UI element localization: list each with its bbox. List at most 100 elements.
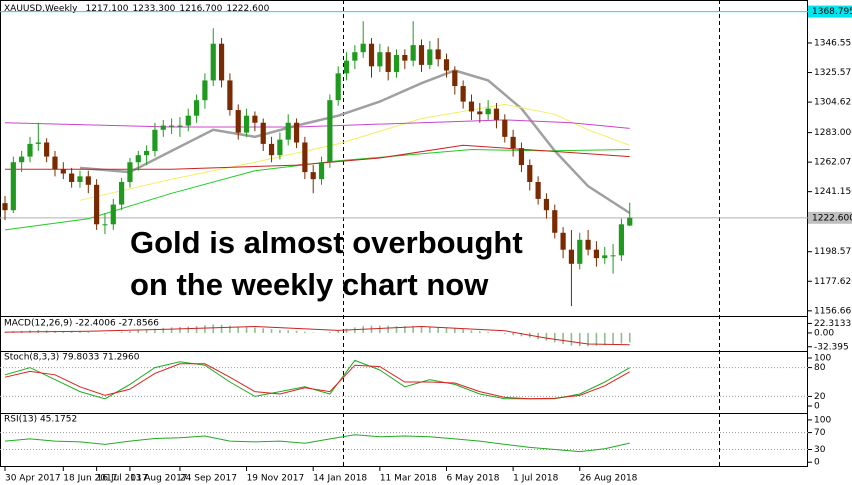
x-tick-label: 24 Sep 2017 (180, 474, 237, 484)
indicator-line (4, 363, 630, 400)
candle-body (593, 249, 600, 259)
candle-body (177, 125, 183, 127)
candle-body (310, 172, 316, 180)
candle-body (518, 148, 525, 166)
candle-body (10, 162, 16, 211)
level-label-box (808, 5, 852, 18)
price-label: 1222.600 (812, 213, 852, 223)
candle-body (210, 43, 216, 81)
candle-body (527, 165, 533, 182)
candle-body (85, 176, 91, 185)
candle-body (443, 59, 450, 71)
candle-body (94, 184, 100, 225)
candle-body (427, 49, 433, 65)
candle-body (560, 232, 566, 250)
candle-body (385, 52, 391, 72)
y-tick-label: 1241.150 (814, 187, 852, 197)
indicator-line (4, 325, 630, 346)
candle-body (368, 43, 375, 67)
candle-body (343, 60, 350, 74)
candle-body (402, 55, 408, 61)
x-tick-label: 30 Apr 2017 (5, 474, 61, 484)
y-tick-label: 1156.665 (814, 306, 852, 316)
candle-body (227, 80, 233, 111)
y-tick-label: 70 (814, 428, 826, 438)
annotation: on the weekly chart now (130, 267, 489, 302)
indicator-label: RSI(13) 45.1752 (4, 415, 77, 425)
candle-body (119, 181, 125, 205)
candle-body (510, 136, 516, 149)
candle-body (435, 49, 441, 60)
candle-body (618, 224, 625, 256)
candle-body (485, 108, 491, 115)
frame (0, 0, 808, 467)
candle-body (568, 249, 575, 264)
candle-body (360, 43, 366, 53)
candle-body (377, 52, 383, 67)
candle-body (327, 100, 333, 163)
candle-body (168, 125, 175, 127)
y-tick-label: 1283.000 (814, 128, 852, 138)
header-value: 1233.300 (132, 4, 175, 14)
candle-body (352, 52, 358, 61)
annotation: Gold is almost overbought (130, 225, 523, 260)
x-tick-label: 16 Jul 2017 (97, 474, 148, 484)
candle-body (2, 203, 8, 211)
candle-body (552, 210, 558, 233)
candle-body (452, 70, 458, 87)
candle-body (202, 80, 208, 101)
indicator-line (4, 434, 630, 453)
candle-body (277, 139, 283, 156)
header: XAUUSD,Weekly 1217.100 1233.300 1216.700 122… (4, 4, 270, 14)
candle-body (243, 115, 250, 133)
moving-average (5, 144, 630, 170)
y-tick-label: 1346.555 (814, 38, 852, 48)
y-tick-label: 1325.575 (814, 68, 852, 78)
candle-body (69, 173, 75, 182)
candle-body (493, 108, 500, 120)
candle-body (335, 73, 341, 101)
indicator-label: Stoch(8,3,3) 79.8033 71.2960 (4, 353, 140, 363)
candle-body (252, 115, 258, 123)
candle-body (285, 122, 291, 140)
candle-body (260, 122, 266, 144)
header-value: 1222.600 (226, 4, 269, 14)
candle-body (410, 45, 416, 61)
candle-body (543, 198, 550, 211)
y-tick-label: 100 (814, 354, 831, 364)
candle-body (27, 143, 33, 157)
x-tick-label: 18 Jun 2017 (63, 474, 117, 484)
candle-body (502, 119, 508, 137)
x-tick-label: 14 Jan 2018 (313, 474, 367, 484)
candle-body (268, 143, 275, 156)
candle-body (218, 43, 225, 81)
candle-body (302, 142, 308, 173)
indicator-label: MACD(12,26,9) -22.4006 -27.8566 (4, 319, 159, 329)
candle-body (77, 176, 83, 182)
x-tick-label: 6 May 2018 (446, 474, 499, 484)
candle-body (135, 155, 141, 163)
y-tick-label: 80 (814, 363, 826, 373)
candle-body (52, 156, 58, 170)
y-tick-label: 0 (814, 402, 820, 412)
y-tick-label: 22.3133 (814, 319, 851, 329)
candle-body (60, 169, 66, 174)
candle-body (293, 122, 300, 143)
y-tick-label: 20 (814, 392, 826, 402)
candle-body (418, 45, 425, 65)
candle-body (610, 255, 616, 257)
y-tick-label: 1198.575 (814, 247, 852, 257)
plot-border (0, 0, 808, 467)
candle-body (235, 110, 241, 133)
y-tick-label: 100 (814, 415, 831, 425)
candle-body (127, 162, 133, 182)
header-value: 1216.700 (179, 4, 222, 14)
y-tick-label: 0.00 (814, 328, 834, 338)
moving-average (79, 103, 630, 201)
x-tick-label: 1 Jul 2018 (513, 474, 558, 484)
candle-body (577, 239, 583, 264)
y-tick-label: 1262.075 (814, 158, 852, 168)
candle-body (110, 204, 116, 225)
x-tick-label: 11 Mar 2018 (380, 474, 437, 484)
